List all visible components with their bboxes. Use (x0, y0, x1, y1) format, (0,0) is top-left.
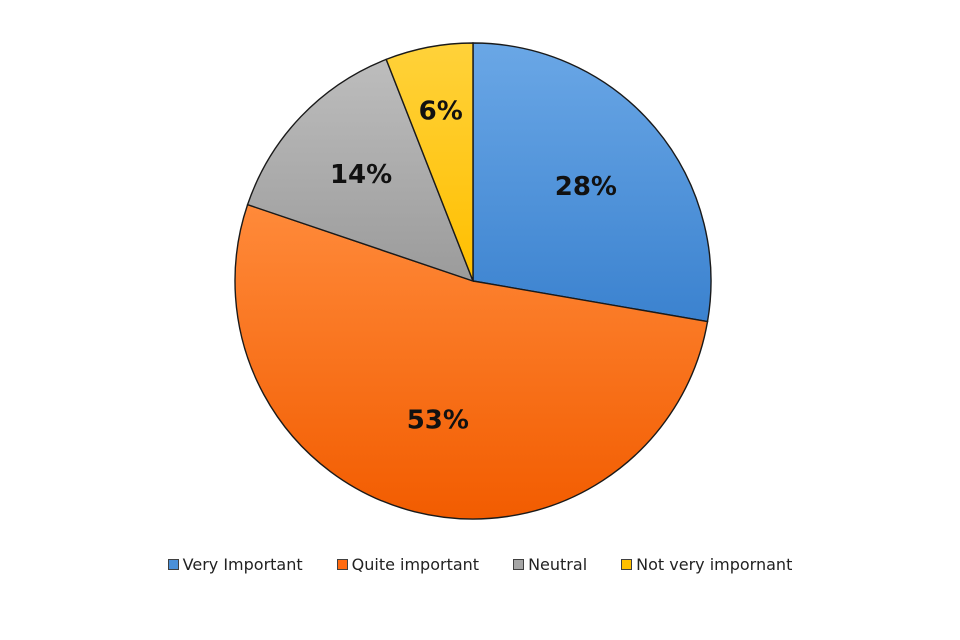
legend-item-quite-important: Quite important (336, 554, 480, 574)
pie-slice-neutral (246, 58, 475, 283)
slice-label-very-important: 28% (555, 172, 617, 202)
slice-label-not-very-impornant: 6% (419, 96, 463, 126)
legend-swatch (513, 558, 525, 570)
slice-label-neutral: 14% (330, 160, 392, 190)
legend-swatch (621, 558, 633, 570)
slice-label-quite-important: 53% (407, 405, 469, 435)
legend-label: Very Important (182, 554, 303, 574)
pie-chart-svg: 28% 53% 14% 6% (234, 42, 712, 520)
pie-slice-not-very-impornant (385, 42, 474, 282)
legend-swatch (336, 558, 348, 570)
legend-item-very-important: Very Important (167, 554, 303, 574)
legend-item-not-very-impornant: Not very impornant (621, 555, 792, 574)
legend-item-neutral: Neutral (513, 555, 587, 574)
legend-label: Neutral (528, 554, 588, 574)
chart-legend: Very Important Quite important Neutral Not … (0, 552, 960, 576)
pie-slice-quite-important (234, 203, 709, 520)
legend-swatch (167, 558, 179, 570)
pie-chart: 28% 53% 14% 6% (234, 42, 712, 520)
legend-label: Not very impornant (636, 554, 793, 574)
legend-label: Quite important (351, 554, 480, 574)
pie-slice-very-important (472, 42, 712, 323)
